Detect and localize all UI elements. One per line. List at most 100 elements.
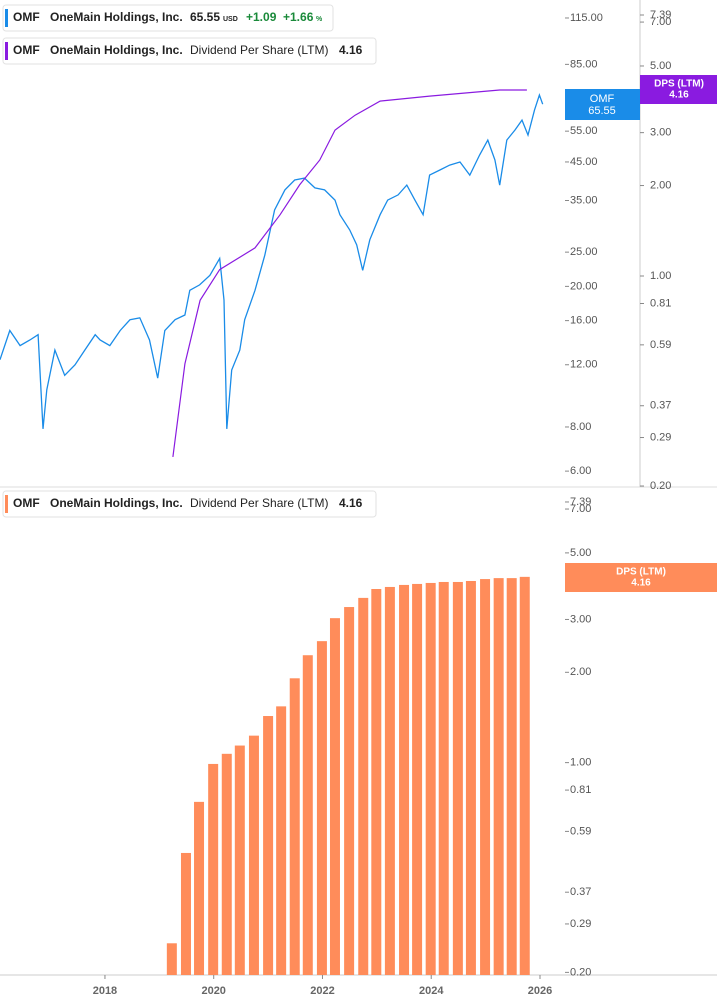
x-tick-label: 2020: [201, 985, 225, 997]
y-tick-label: 55.00: [570, 125, 598, 137]
y-tick-label: 35.00: [570, 194, 598, 206]
series-line: [172, 89, 527, 457]
dps-tag-value: 4.16: [669, 90, 689, 101]
bar: [480, 579, 491, 975]
legend-change: +1.09: [246, 10, 277, 24]
bar: [221, 753, 232, 975]
y-tick-label: 45.00: [570, 156, 598, 168]
y-tick-label: 0.59: [650, 339, 671, 351]
bar: [371, 588, 382, 975]
y-tick-label: 1.00: [570, 757, 591, 769]
dps-tag: [640, 75, 717, 104]
legend: OMF OneMain Holdings, Inc. Dividend Per Sh…: [2, 490, 377, 518]
bar: [208, 763, 219, 975]
x-tick-label: 2022: [310, 985, 334, 997]
x-tick-label: 2018: [93, 985, 117, 997]
legend-box: [2, 4, 334, 32]
legend-name: OneMain Holdings, Inc.: [50, 496, 183, 510]
legend-box: [2, 490, 377, 518]
legend-last: 4.16: [339, 496, 363, 510]
bar: [180, 852, 191, 975]
y-tick-label: 7.39: [570, 496, 591, 508]
dps-tag-label: DPS (LTM): [616, 567, 666, 578]
legend-swatch: [5, 9, 8, 27]
price-tag: [565, 89, 640, 120]
legend-name: OneMain Holdings, Inc.: [50, 10, 183, 24]
y-tick-label: 5.00: [650, 60, 671, 72]
bar: [438, 581, 449, 975]
bar: [344, 607, 355, 975]
legend-change-pct: +1.66: [283, 10, 314, 24]
bar: [276, 706, 287, 975]
y-tick-label: 1.00: [650, 270, 671, 282]
y-tick-label: 3.00: [570, 613, 591, 625]
legend-swatch: [5, 42, 8, 60]
legend-symbol: OMF: [13, 10, 40, 24]
y-tick-label: 7.00: [570, 503, 591, 515]
y-tick-label: 12.00: [570, 359, 598, 371]
bar: [384, 586, 395, 975]
bar: [248, 735, 259, 975]
legend-name: OneMain Holdings, Inc.: [50, 43, 183, 57]
dps-tag: [565, 563, 717, 592]
bar: [399, 584, 410, 975]
legend-swatch: [5, 495, 8, 513]
y-tick-label: 20.00: [570, 280, 598, 292]
bar: [452, 581, 463, 975]
y-tick-label: 0.37: [570, 886, 591, 898]
bar: [234, 745, 245, 975]
y-tick-label: 85.00: [570, 58, 598, 70]
y-tick-label: 2.00: [650, 179, 671, 191]
y-tick-label: 0.29: [570, 918, 591, 930]
legend: OMF OneMain Holdings, Inc. 65.55 USD +1.09 +1…: [2, 4, 334, 32]
price-tag-symbol: OMF: [590, 93, 615, 105]
legend-currency: USD: [223, 16, 238, 23]
y-tick-label: 7.00: [650, 16, 671, 28]
y-tick-label: 0.37: [650, 400, 671, 412]
y-tick-label: 0.81: [650, 297, 671, 309]
bar: [289, 678, 300, 975]
legend-metric: Dividend Per Share (LTM): [190, 43, 329, 57]
bar: [263, 716, 274, 975]
bar: [358, 597, 369, 975]
y-tick-label: 0.59: [570, 825, 591, 837]
x-tick-label: 2024: [419, 985, 444, 997]
bar: [194, 801, 205, 975]
legend-last: 65.55: [190, 10, 220, 24]
legend-last: 4.16: [339, 43, 363, 57]
y-tick-label: 115.00: [570, 12, 603, 24]
y-tick-label: 8.00: [570, 421, 591, 433]
x-tick-label: 2026: [528, 985, 552, 997]
y-tick-label: 0.20: [650, 480, 671, 492]
legend-symbol: OMF: [13, 43, 40, 57]
bar: [329, 618, 340, 975]
series-line: [0, 92, 544, 429]
bar: [316, 641, 327, 975]
legend-metric: Dividend Per Share (LTM): [190, 496, 329, 510]
bar: [493, 578, 504, 975]
bar: [519, 576, 530, 975]
legend: OMF OneMain Holdings, Inc. Dividend Per Sh…: [2, 37, 377, 65]
y-tick-label: 5.00: [570, 547, 591, 559]
bar: [465, 580, 476, 975]
dps-tag-value: 4.16: [631, 578, 651, 589]
dps-tag-label: DPS (LTM): [654, 79, 704, 90]
bar: [302, 655, 313, 975]
y-tick-label: 0.29: [650, 431, 671, 443]
bar: [425, 582, 436, 975]
legend-pct-sign: %: [316, 16, 323, 23]
y-tick-label: 16.00: [570, 315, 598, 327]
y-tick-label: 0.20: [570, 966, 591, 978]
bar: [412, 583, 423, 975]
legend-symbol: OMF: [13, 496, 40, 510]
legend-box: [2, 37, 377, 65]
y-tick-label: 25.00: [570, 246, 598, 258]
price-tag-value: 65.55: [588, 105, 616, 117]
y-tick-label: 0.81: [570, 784, 591, 796]
y-tick-label: 7.39: [650, 9, 671, 21]
bar: [166, 943, 177, 975]
bar: [506, 578, 517, 975]
y-tick-label: 2.00: [570, 666, 591, 678]
